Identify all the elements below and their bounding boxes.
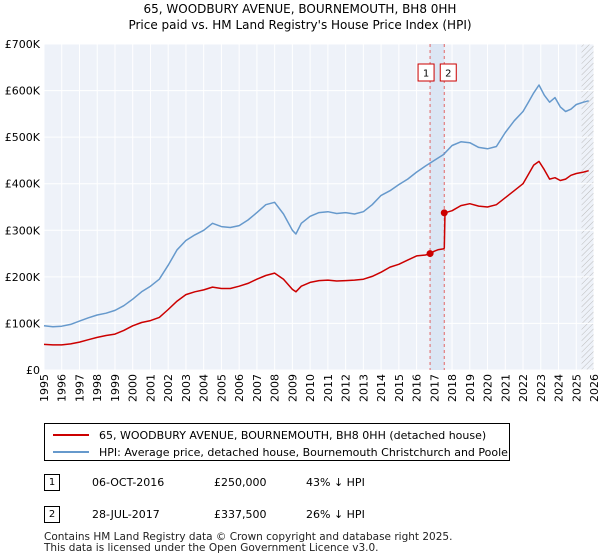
legend-swatch-property (53, 434, 89, 436)
legend: 65, WOODBURY AVENUE, BOURNEMOUTH, BH8 0H… (44, 423, 510, 461)
x-tick-label: 2003 (180, 374, 193, 402)
y-tick-label: £300K (5, 224, 41, 237)
transaction-row: 2 28-JUL-2017 £337,500 26% ↓ HPI (44, 506, 514, 524)
transaction-date: 28-JUL-2017 (92, 508, 160, 521)
hpi-series-line (43, 84, 589, 328)
x-tick-label: 2010 (304, 374, 317, 402)
x-tick-label: 1999 (109, 374, 122, 402)
transaction-row: 1 06-OCT-2016 £250,000 43% ↓ HPI (44, 474, 514, 492)
x-tick-label: 2011 (322, 374, 335, 402)
x-tick-label: 2013 (357, 374, 370, 402)
annotation-box (417, 63, 435, 82)
x-tick-label: 2024 (553, 374, 566, 402)
x-tick-label: 2009 (286, 374, 299, 402)
x-tick-label: 2022 (517, 374, 530, 402)
sale-point (440, 209, 448, 217)
annotation-label: 2 (445, 69, 451, 80)
x-tick-label: 2017 (428, 374, 441, 402)
footer: Contains HM Land Registry data © Crown c… (44, 532, 452, 554)
footer-licence: This data is licensed under the Open Gov… (44, 542, 379, 554)
plot-area (44, 44, 594, 370)
y-tick-label: £500K (5, 131, 41, 144)
transaction-date: 06-OCT-2016 (92, 476, 165, 489)
x-tick-label: 2001 (144, 374, 157, 402)
transaction-price: £250,000 (214, 476, 267, 489)
legend-item-hpi: HPI: Average price, detached house, Bour… (53, 444, 508, 460)
annotation-box (439, 63, 457, 82)
x-tick-label: 2025 (570, 374, 583, 402)
sale-period-band (430, 44, 445, 370)
transaction-number: 2 (44, 506, 60, 523)
annotation-label: 1 (423, 69, 429, 80)
price-chart: 1 2 £0 £100K £200K £300K £400K £500K £600K £700K 1… (5, 38, 600, 402)
legend-label-hpi: HPI: Average price, detached house, Bour… (99, 445, 508, 459)
x-tick-label: 1998 (91, 374, 104, 402)
legend-swatch-hpi (53, 451, 89, 453)
transaction-hpi-diff: 26% ↓ HPI (306, 508, 365, 521)
footer-copyright: Contains HM Land Registry data © Crown c… (44, 531, 453, 543)
transaction-number: 1 (44, 474, 60, 491)
y-tick-label: £0 (26, 364, 40, 377)
x-tick-label: 2016 (411, 374, 424, 402)
x-tick-label: 2018 (446, 374, 459, 402)
x-tick-label: 2020 (482, 374, 495, 402)
x-tick-label: 2019 (464, 374, 477, 402)
x-tick-label: 2014 (375, 374, 388, 402)
chart-subtitle: Price paid vs. HM Land Registry's House … (128, 18, 472, 32)
x-tick-label: 2007 (251, 374, 264, 402)
property-series-line (43, 160, 589, 346)
y-tick-label: £400K (5, 178, 41, 191)
x-tick-label: 2008 (269, 374, 282, 402)
x-tick-label: 2012 (340, 374, 353, 402)
x-tick-label: 2015 (393, 374, 406, 402)
x-tick-label: 2026 (588, 374, 600, 402)
chart-title: 65, WOODBURY AVENUE, BOURNEMOUTH, BH8 0H… (143, 2, 457, 16)
y-tick-label: £600K (5, 85, 41, 98)
x-tick-label: 2006 (233, 374, 246, 402)
x-tick-label: 2000 (127, 374, 140, 402)
sale-point (426, 250, 434, 258)
x-tick-label: 2005 (215, 374, 228, 402)
y-tick-label: £700K (5, 38, 41, 51)
x-tick-label: 1997 (73, 374, 86, 402)
legend-item-property: 65, WOODBURY AVENUE, BOURNEMOUTH, BH8 0H… (53, 427, 486, 443)
x-tick-label: 2021 (499, 374, 512, 402)
x-tick-label: 2002 (162, 374, 175, 402)
x-tick-label: 1995 (38, 374, 51, 402)
transaction-hpi-diff: 43% ↓ HPI (306, 476, 365, 489)
forecast-hatch (581, 44, 594, 370)
y-tick-label: £100K (5, 317, 41, 330)
y-tick-label: £200K (5, 271, 41, 284)
x-tick-label: 2023 (535, 374, 548, 402)
transaction-price: £337,500 (214, 508, 267, 521)
legend-label-property: 65, WOODBURY AVENUE, BOURNEMOUTH, BH8 0H… (99, 428, 487, 442)
x-tick-label: 2004 (198, 374, 211, 402)
x-tick-label: 1996 (56, 374, 69, 402)
